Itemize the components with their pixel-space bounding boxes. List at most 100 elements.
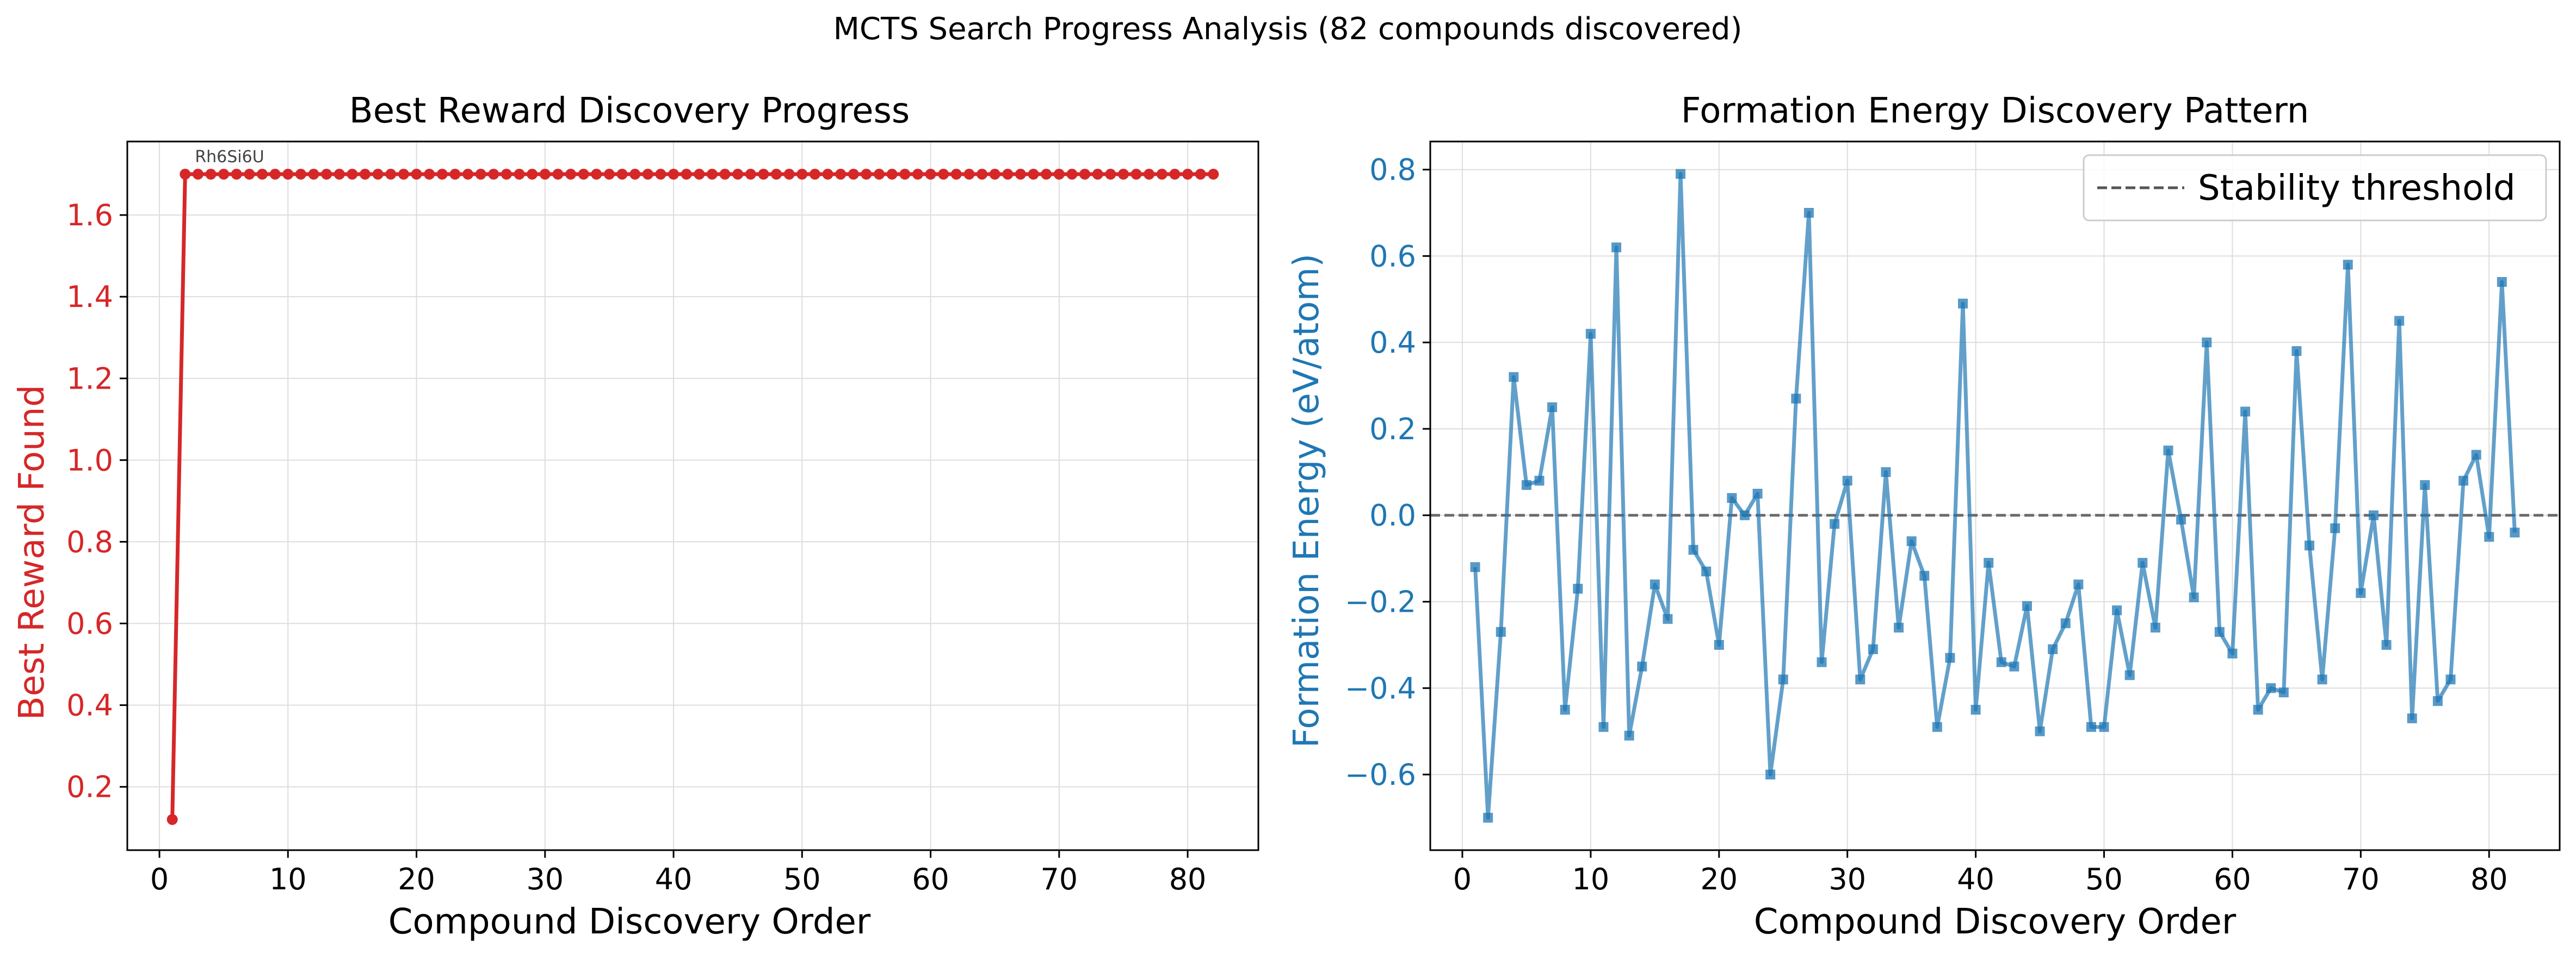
data-point [912, 169, 923, 180]
reward-plot-area: Rh6Si6U 0 10 20 30 40 50 60 70 80 0.2 0.4 0.6 0.8 1.0 1… [66, 140, 1259, 896]
data-point [565, 169, 577, 180]
data-point [2484, 532, 2494, 542]
data-point [424, 169, 435, 180]
y-tick-label: 0.8 [1369, 153, 1416, 187]
y-tick-label: −0.4 [1345, 671, 1416, 705]
data-point [1650, 579, 1660, 589]
data-point [398, 169, 409, 180]
x-tick-label: 80 [2470, 862, 2508, 896]
data-point [603, 169, 615, 180]
data-point [668, 169, 679, 180]
data-point [2432, 696, 2443, 706]
reward-y-axis-label: Best Reward Found [12, 385, 52, 720]
data-point [1714, 640, 1724, 650]
data-point [1752, 489, 1763, 499]
data-point [218, 169, 230, 180]
data-point [527, 169, 538, 180]
data-point [2189, 592, 2199, 603]
data-point [1117, 169, 1129, 180]
data-point [2278, 687, 2289, 698]
data-point [2368, 510, 2379, 520]
x-tick-label: 50 [2085, 862, 2123, 896]
data-point [1803, 207, 1814, 218]
data-point [616, 169, 628, 180]
data-point [2124, 670, 2135, 680]
data-point [308, 169, 319, 180]
data-point [166, 814, 178, 825]
reward-x-axis-label: Compound Discovery Order [388, 902, 871, 942]
data-point [1881, 467, 1891, 477]
data-point [706, 169, 718, 180]
data-point [1483, 813, 1493, 823]
series-line [170, 172, 1214, 820]
legend: Stability threshold [2083, 154, 2547, 222]
data-point [1624, 730, 1634, 741]
data-point [501, 169, 512, 180]
data-point [1894, 623, 1904, 633]
x-tick-label: 80 [1169, 862, 1207, 896]
data-point [2138, 558, 2148, 568]
data-point [321, 169, 332, 180]
y-tick-label: 0.4 [1369, 325, 1416, 360]
data-point [1208, 169, 1219, 180]
data-point [1727, 493, 1737, 503]
data-point [591, 169, 602, 180]
data-point [475, 169, 486, 180]
y-tick-label: 0.0 [1369, 499, 1416, 533]
data-point [874, 169, 885, 180]
data-point [1053, 169, 1065, 180]
data-point [1560, 704, 1570, 715]
y-tick-label: 0.6 [66, 607, 113, 641]
x-tick-label: 10 [1572, 862, 1610, 896]
data-point [1906, 536, 1917, 546]
data-point [783, 169, 795, 180]
data-point [1611, 242, 1622, 253]
data-point [2317, 674, 2327, 685]
data-point [360, 169, 371, 180]
x-tick-label: 20 [398, 862, 435, 896]
data-point [1521, 480, 1531, 490]
data-point [1041, 169, 1052, 180]
series-line [1473, 172, 2517, 820]
reward-chart-title: Best Reward Discovery Progress [349, 91, 910, 131]
data-point [436, 169, 448, 180]
data-point [462, 169, 474, 180]
data-point [2060, 618, 2071, 629]
data-point [1791, 394, 1801, 404]
x-tick-label: 50 [783, 862, 821, 896]
y-tick-label: 1.2 [66, 361, 113, 396]
data-point [655, 169, 666, 180]
data-point [2330, 523, 2340, 533]
data-point [205, 169, 217, 180]
data-point [1169, 169, 1181, 180]
data-point [1932, 722, 1942, 732]
data-point [2304, 540, 2314, 551]
y-tick-label: 0.4 [66, 688, 113, 723]
data-point [681, 169, 692, 180]
data-point [231, 169, 242, 180]
data-point [1144, 169, 1155, 180]
x-tick-label: 70 [1040, 862, 1078, 896]
data-point [732, 169, 744, 180]
data-point [578, 169, 589, 180]
data-point [1182, 169, 1194, 180]
data-point [1984, 558, 1994, 568]
reward-panel: Best Reward Discovery Progress Compound … [12, 91, 1259, 942]
data-point [1701, 566, 1712, 576]
y-tick-label: 1.4 [66, 280, 113, 314]
data-point [2202, 337, 2212, 348]
data-point [2022, 601, 2032, 611]
x-tick-label: 40 [655, 862, 693, 896]
data-point [180, 169, 191, 180]
data-point [552, 169, 564, 180]
energy-plot-area: 0 10 20 30 40 50 60 70 80 −0.6 −0.4 −0.2 0.0 0.2 0.4 0.… [1345, 140, 2561, 896]
energy-panel: Formation Energy Discovery Pattern Compo… [1287, 91, 2561, 942]
data-point [2048, 644, 2058, 654]
data-point [192, 169, 203, 180]
data-point [385, 169, 397, 180]
data-point [1676, 169, 1686, 179]
data-point [2266, 683, 2276, 693]
data-point [2112, 605, 2122, 616]
data-point [2240, 407, 2251, 417]
data-point [1092, 169, 1103, 180]
